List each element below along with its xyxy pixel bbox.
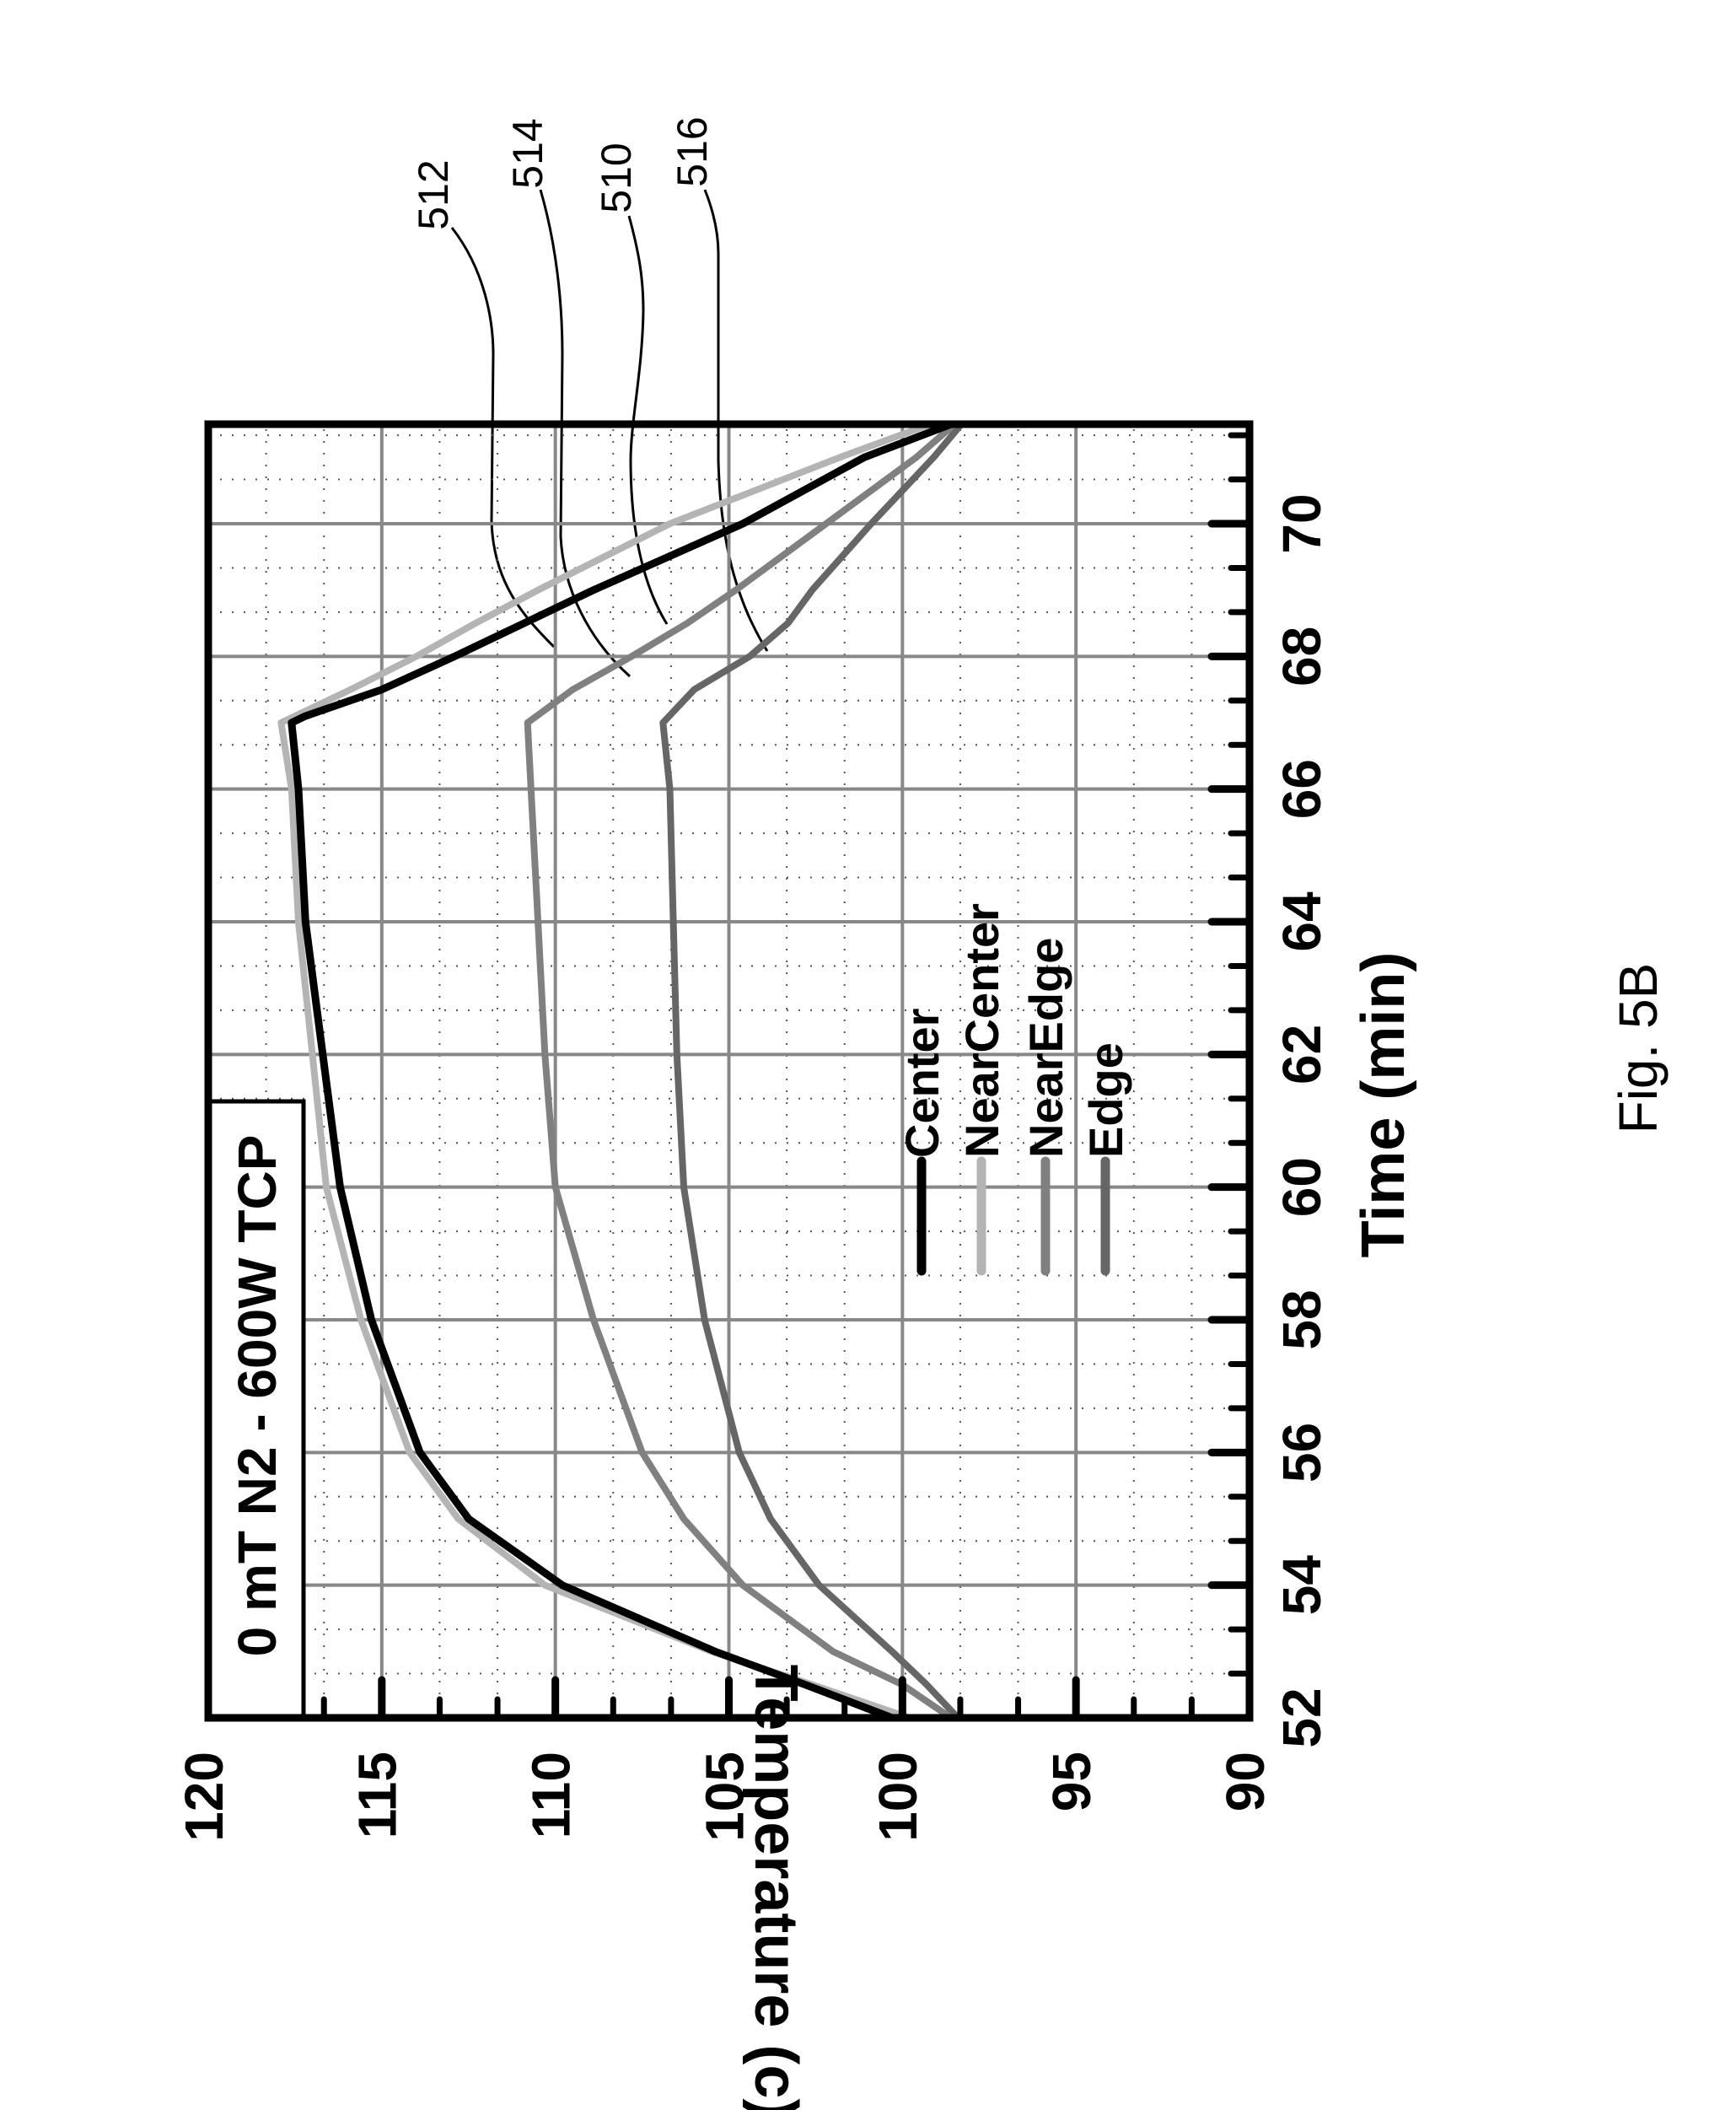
callout-516: 516	[669, 116, 716, 186]
x-tick-label: 60	[1271, 1157, 1332, 1217]
x-tick-label: 70	[1271, 493, 1332, 553]
series-lines	[277, 420, 965, 1722]
y-tick-label: 105	[694, 1752, 755, 1842]
plot-frame	[204, 420, 1254, 1722]
x-axis-label: Time (min)	[1350, 952, 1417, 1258]
y-tick-label: 110	[521, 1752, 582, 1838]
y-tick-label: 90	[1215, 1752, 1276, 1811]
leader-516	[703, 189, 769, 652]
series-line-nearcenter	[277, 421, 934, 1721]
leader-514	[539, 189, 631, 678]
callout-514: 514	[504, 118, 551, 188]
callout-510: 510	[593, 143, 640, 213]
series-line-edge	[659, 421, 965, 1721]
legend-label-nearcenter: NearCenter	[955, 903, 1008, 1158]
leader-510	[627, 215, 669, 625]
title-box: 0 mT N2 - 600W TCP	[206, 1099, 306, 1720]
x-tick-label: 62	[1271, 1025, 1332, 1085]
x-tick-label: 56	[1271, 1423, 1332, 1483]
leader-512	[450, 227, 556, 649]
legend-label-nearedge: NearEdge	[1019, 938, 1072, 1158]
chart: 0 mT N2 - 600W TCP Center NearCenter NearE…	[174, 420, 1669, 2110]
y-tick-label: 95	[1041, 1752, 1102, 1811]
chart-title: 0 mT N2 - 600W TCP	[227, 1135, 288, 1657]
y-tick-labels: 90 95 100 105 110 115 120	[174, 1752, 1276, 1842]
series-line-center	[288, 420, 955, 1722]
y-tick-label: 100	[868, 1752, 928, 1842]
x-tick-labels: 52 54 56 58 60 62 64 66 68 70	[1271, 493, 1332, 1747]
callout-512: 512	[410, 159, 457, 229]
callout-leaders	[450, 189, 769, 678]
legend-label-edge: Edge	[1079, 1042, 1132, 1158]
x-tick-label: 64	[1271, 891, 1332, 952]
x-tick-label: 54	[1271, 1555, 1332, 1616]
legend-label-center: Center	[895, 1009, 949, 1158]
legend: Center NearCenter NearEdge Edge	[895, 903, 1132, 1276]
x-tick-label: 66	[1271, 759, 1332, 819]
y-axis-label: Temperature (c)	[742, 1665, 809, 2110]
figure-label: Fig. 5B	[1608, 963, 1669, 1134]
x-tick-label: 68	[1271, 627, 1332, 686]
y-tick-label: 115	[347, 1752, 408, 1838]
series-line-nearedge	[524, 421, 959, 1721]
y-tick-label: 120	[174, 1752, 234, 1842]
x-tick-label: 52	[1271, 1687, 1332, 1747]
x-tick-label: 58	[1271, 1289, 1332, 1349]
